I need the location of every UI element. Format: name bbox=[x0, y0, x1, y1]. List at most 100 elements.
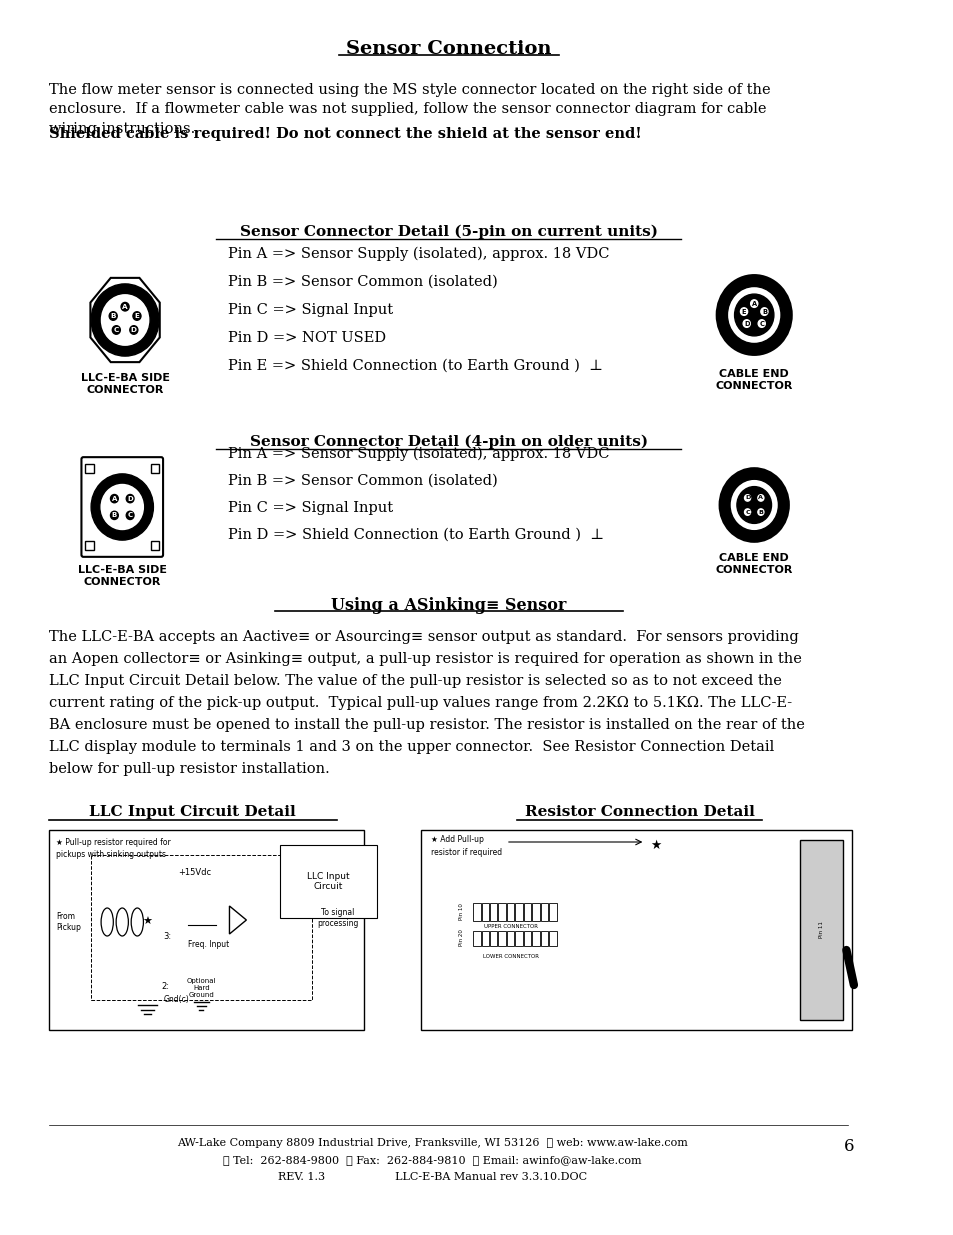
Bar bbox=[481, 903, 489, 921]
Text: Pin A => Sensor Supply (isolated), approx. 18 VDC: Pin A => Sensor Supply (isolated), appro… bbox=[228, 447, 608, 462]
Text: B: B bbox=[111, 312, 116, 319]
Bar bbox=[523, 903, 531, 921]
Text: ★: ★ bbox=[649, 839, 660, 851]
Text: D: D bbox=[743, 321, 749, 326]
Text: CABLE END
CONNECTOR: CABLE END CONNECTOR bbox=[715, 553, 792, 574]
Text: 2:: 2: bbox=[162, 982, 170, 990]
Text: To signal
processing: To signal processing bbox=[316, 908, 358, 927]
Circle shape bbox=[743, 509, 750, 515]
Circle shape bbox=[121, 303, 129, 311]
Text: BA enclosure must be opened to install the pull-up resistor. The resistor is ins: BA enclosure must be opened to install t… bbox=[49, 718, 804, 732]
Text: LLC Input Circuit Detail: LLC Input Circuit Detail bbox=[90, 805, 295, 819]
Bar bbox=[532, 931, 539, 946]
Text: B: B bbox=[758, 510, 762, 515]
Circle shape bbox=[132, 311, 141, 320]
Bar bbox=[549, 931, 557, 946]
Circle shape bbox=[758, 320, 764, 327]
Text: A: A bbox=[758, 495, 762, 500]
Bar bbox=[497, 903, 505, 921]
Circle shape bbox=[743, 495, 750, 501]
Text: +15Vdc: +15Vdc bbox=[178, 868, 211, 877]
Text: current rating of the pick-up output.  Typical pull-up values range from 2.2KΩ t: current rating of the pick-up output. Ty… bbox=[49, 697, 791, 710]
Circle shape bbox=[126, 511, 133, 520]
Text: Pin D => NOT USED: Pin D => NOT USED bbox=[228, 331, 385, 345]
Text: UPPER CONNECTOR: UPPER CONNECTOR bbox=[483, 924, 537, 929]
Text: E: E bbox=[741, 309, 745, 315]
Text: D: D bbox=[744, 495, 749, 500]
Text: pickups with sinking outputs: pickups with sinking outputs bbox=[56, 850, 166, 860]
Text: ★ Pull-up resistor required for: ★ Pull-up resistor required for bbox=[56, 839, 171, 847]
Bar bbox=[421, 830, 851, 1030]
Circle shape bbox=[111, 511, 118, 520]
Text: Pin E => Shield Connection (to Earth Ground )  ⊥: Pin E => Shield Connection (to Earth Gro… bbox=[228, 359, 602, 373]
Circle shape bbox=[126, 494, 133, 503]
Bar bbox=[515, 931, 522, 946]
Bar bbox=[506, 903, 514, 921]
Bar bbox=[85, 464, 93, 473]
Circle shape bbox=[742, 320, 749, 327]
Text: A: A bbox=[122, 304, 128, 310]
Bar bbox=[473, 931, 480, 946]
Text: ★: ★ bbox=[143, 918, 152, 927]
Text: A: A bbox=[751, 300, 756, 306]
Text: REV. 1.3                    LLC-E-BA Manual rev 3.3.10.DOC: REV. 1.3 LLC-E-BA Manual rev 3.3.10.DOC bbox=[277, 1172, 586, 1182]
Text: Pin D => Shield Connection (to Earth Ground )  ⊥: Pin D => Shield Connection (to Earth Gro… bbox=[228, 529, 603, 542]
Text: A: A bbox=[112, 495, 117, 501]
Circle shape bbox=[719, 468, 788, 542]
Circle shape bbox=[130, 326, 138, 335]
Bar bbox=[540, 903, 548, 921]
Circle shape bbox=[760, 308, 767, 315]
Bar bbox=[473, 903, 480, 921]
Text: Sensor Connector Detail (4-pin on older units): Sensor Connector Detail (4-pin on older … bbox=[250, 435, 647, 450]
Circle shape bbox=[757, 495, 763, 501]
Text: Pin 20: Pin 20 bbox=[458, 930, 463, 946]
Text: C: C bbox=[759, 321, 763, 326]
Text: Shielded cable is required! Do not connect the shield at the sensor end!: Shielded cable is required! Do not conne… bbox=[49, 127, 641, 141]
Text: CABLE END
CONNECTOR: CABLE END CONNECTOR bbox=[715, 369, 792, 390]
Text: C: C bbox=[744, 510, 749, 515]
Circle shape bbox=[729, 479, 778, 531]
Text: LLC Input Circuit Detail below. The value of the pull-up resistor is selected so: LLC Input Circuit Detail below. The valu… bbox=[49, 674, 781, 688]
Bar bbox=[532, 903, 539, 921]
Text: 3:: 3: bbox=[164, 932, 172, 941]
Circle shape bbox=[111, 494, 118, 503]
Text: The flow meter sensor is connected using the MS style connector located on the r: The flow meter sensor is connected using… bbox=[49, 83, 770, 136]
Bar bbox=[91, 855, 312, 1000]
Text: Pin C => Signal Input: Pin C => Signal Input bbox=[228, 303, 393, 317]
Circle shape bbox=[736, 487, 771, 524]
Text: resistor if required: resistor if required bbox=[430, 848, 501, 857]
Circle shape bbox=[112, 326, 120, 335]
Circle shape bbox=[734, 294, 773, 336]
Text: C: C bbox=[113, 327, 119, 333]
Text: Pin A => Sensor Supply (isolated), approx. 18 VDC: Pin A => Sensor Supply (isolated), appro… bbox=[228, 247, 608, 262]
Text: Resistor Connection Detail: Resistor Connection Detail bbox=[524, 805, 754, 819]
Bar bbox=[490, 903, 497, 921]
Circle shape bbox=[740, 308, 747, 315]
Text: Gnd(c): Gnd(c) bbox=[164, 995, 190, 1004]
Bar bbox=[523, 931, 531, 946]
Bar bbox=[497, 931, 505, 946]
Text: AW-Lake Company 8809 Industrial Drive, Franksville, WI 53126  ⚙ web: www.aw-lake: AW-Lake Company 8809 Industrial Drive, F… bbox=[177, 1137, 687, 1149]
Text: Pin B => Sensor Common (isolated): Pin B => Sensor Common (isolated) bbox=[228, 474, 497, 488]
Bar bbox=[515, 903, 522, 921]
Text: Pin 10: Pin 10 bbox=[458, 904, 463, 920]
Text: D: D bbox=[127, 495, 132, 501]
Text: E: E bbox=[134, 312, 139, 319]
Bar bbox=[506, 931, 514, 946]
Text: Pin 11: Pin 11 bbox=[819, 921, 823, 939]
Text: ☎ Tel:  262-884-9800  ⌖ Fax:  262-884-9810  ✉ Email: awinfo@aw-lake.com: ☎ Tel: 262-884-9800 ⌖ Fax: 262-884-9810 … bbox=[223, 1155, 641, 1165]
Text: Optional
Hard
Ground: Optional Hard Ground bbox=[186, 978, 215, 998]
Text: below for pull-up resistor installation.: below for pull-up resistor installation. bbox=[49, 762, 330, 776]
Text: an Aopen collector≡ or Asinking≡ output, a pull-up resistor is required for oper: an Aopen collector≡ or Asinking≡ output,… bbox=[49, 652, 801, 666]
Bar bbox=[151, 464, 159, 473]
Text: 6: 6 bbox=[842, 1137, 853, 1155]
Text: D: D bbox=[131, 327, 136, 333]
Bar bbox=[151, 541, 159, 551]
Circle shape bbox=[727, 287, 781, 343]
Circle shape bbox=[91, 284, 159, 356]
Circle shape bbox=[750, 300, 757, 308]
Circle shape bbox=[109, 311, 117, 320]
Text: The LLC-E-BA accepts an Aactive≡ or Asourcing≡ sensor output as standard.  For s: The LLC-E-BA accepts an Aactive≡ or Asou… bbox=[49, 630, 798, 643]
Bar bbox=[481, 931, 489, 946]
Text: Using a ASinking≡ Sensor: Using a ASinking≡ Sensor bbox=[331, 597, 566, 614]
